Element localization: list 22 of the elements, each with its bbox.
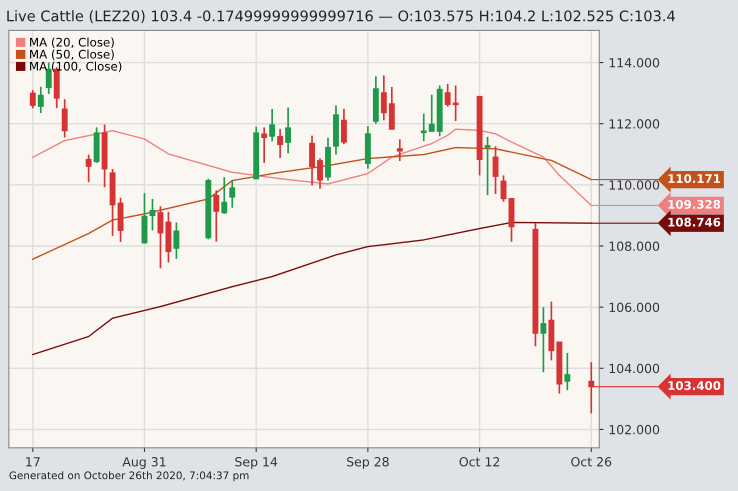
legend-label: MA (20, Close) bbox=[30, 38, 114, 48]
y-tick-label: 110.000 bbox=[610, 180, 660, 190]
y-tick-label: 106.000 bbox=[610, 302, 660, 312]
annotation: 110.171 bbox=[668, 174, 720, 184]
annotation: 103.400 bbox=[668, 381, 720, 390]
legend-label: MA (100, Close) bbox=[30, 62, 122, 72]
y-tick-label: 114.000 bbox=[610, 58, 660, 68]
x-tick-label: Sep 28 bbox=[346, 457, 389, 469]
y-tick-label: 102.000 bbox=[610, 424, 660, 434]
chart-title: Live Cattle (LEZ20) 103.4 -0.17499999999999716 — O:103.575 H:104.2 L:102.525 C:103.4 bbox=[7, 10, 675, 24]
x-tick-label: Aug 31 bbox=[122, 457, 166, 469]
x-tick-label: Sep 14 bbox=[235, 457, 278, 469]
x-tick-label: Oct 26 bbox=[571, 457, 612, 466]
y-tick-label: 108.000 bbox=[610, 241, 660, 251]
y-tick-label: 104.000 bbox=[610, 364, 660, 374]
y-tick-label: 112.000 bbox=[610, 119, 660, 129]
annotation: 108.746 bbox=[668, 218, 720, 227]
x-tick-label: 17 bbox=[26, 457, 40, 466]
annotation: 109.328 bbox=[668, 200, 720, 209]
text: Generated on October 26th 2020, 7:04:37 pm bbox=[9, 471, 248, 482]
legend-label: MA (50, Close) bbox=[30, 50, 114, 60]
x-tick-label: Oct 12 bbox=[460, 457, 500, 466]
